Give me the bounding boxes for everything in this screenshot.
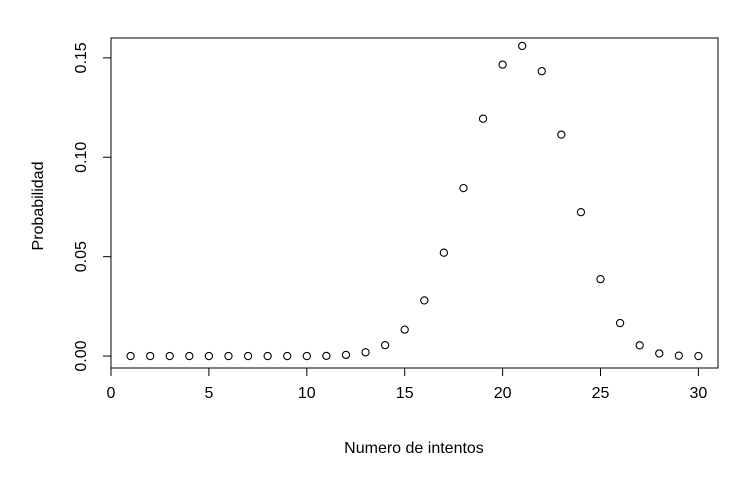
y-tick-label: 0.10 — [73, 142, 90, 173]
data-point — [322, 351, 331, 361]
y-axis-label: Probabilidad — [30, 162, 47, 251]
data-point — [557, 130, 566, 139]
data-point — [459, 183, 468, 193]
data-point — [302, 351, 311, 361]
data-points — [126, 41, 703, 361]
data-point — [498, 60, 507, 69]
data-point — [283, 351, 292, 361]
data-point — [615, 318, 625, 328]
x-tick-label: 10 — [298, 385, 316, 402]
data-point — [224, 351, 233, 361]
data-point — [537, 67, 546, 76]
y-tick-label: 0.05 — [73, 241, 90, 272]
data-point — [126, 351, 135, 361]
x-axis: 0 5 10 15 20 25 30 — [107, 367, 708, 402]
x-tick-label: 25 — [592, 385, 610, 402]
data-point — [400, 325, 409, 334]
x-axis-label: Numero de intentos — [344, 440, 484, 457]
data-point — [420, 296, 429, 305]
data-point — [674, 351, 683, 360]
x-tick-label: 5 — [204, 385, 213, 402]
data-point — [518, 41, 527, 51]
x-tick-label: 30 — [690, 385, 708, 402]
x-tick-label: 0 — [107, 385, 116, 402]
data-point — [185, 351, 194, 361]
data-point — [263, 351, 272, 361]
data-point — [165, 351, 174, 361]
x-tick-label: 15 — [396, 385, 414, 402]
data-point — [596, 274, 605, 284]
data-point — [243, 351, 253, 361]
data-point — [204, 351, 214, 361]
data-point — [341, 350, 351, 360]
data-point — [146, 351, 155, 361]
data-point — [655, 349, 664, 358]
data-point — [380, 340, 390, 350]
data-point — [694, 351, 703, 361]
data-point — [635, 341, 644, 350]
y-tick-label: 0.00 — [73, 340, 90, 371]
data-point — [361, 348, 370, 357]
data-point — [439, 248, 449, 257]
data-point — [576, 207, 586, 217]
x-tick-label: 20 — [494, 385, 512, 402]
plot-frame — [110, 37, 719, 369]
data-point — [478, 114, 488, 123]
y-tick-label: 0.15 — [73, 42, 90, 73]
y-axis: 0.00 0.05 0.10 0.15 — [73, 42, 112, 372]
